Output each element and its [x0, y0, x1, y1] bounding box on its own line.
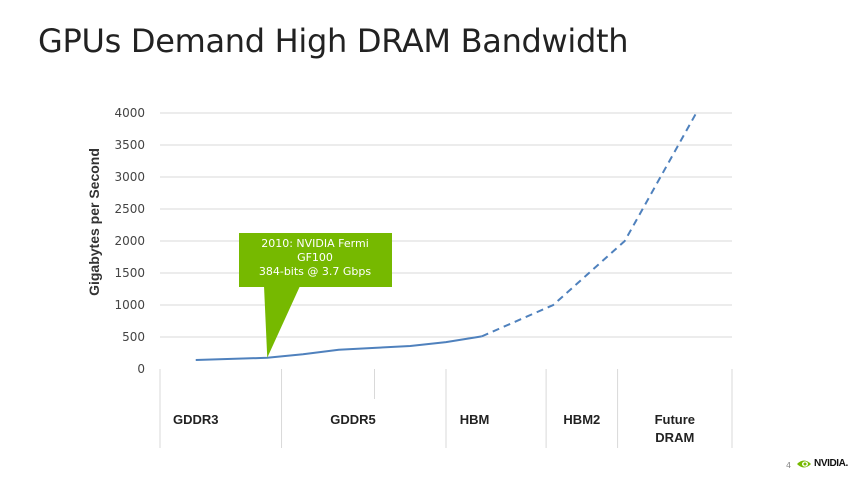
callout-pointer — [264, 286, 300, 358]
x-category-label: DRAM — [655, 430, 694, 445]
y-axis-label: Gigabytes per Second — [86, 148, 102, 296]
logo-text: NVIDIA. — [814, 458, 848, 469]
category-axis — [159, 369, 733, 448]
y-tick-label: 4000 — [114, 106, 145, 120]
callout-text-line: GF100 — [297, 251, 333, 264]
x-category-label: GDDR5 — [330, 412, 376, 427]
historical-bandwidth-line — [195, 335, 482, 362]
slide-title: GPUs Demand High DRAM Bandwidth — [38, 22, 629, 60]
nvidia-logo: NVIDIA. — [796, 458, 848, 469]
projected-bandwidth-line — [481, 112, 698, 338]
callout-text-line: 384-bits @ 3.7 Gbps — [259, 265, 372, 278]
y-tick-labels: 0 500 1000 1500 2000 2500 3000 3500 4000 — [114, 106, 145, 376]
callout-text-line: 2010: NVIDIA Fermi — [261, 237, 369, 250]
y-tick-label: 500 — [122, 330, 145, 344]
callout-box — [239, 233, 392, 287]
slide-number: 4 — [786, 461, 792, 470]
x-category-label: Future — [655, 412, 695, 427]
y-tick-label: 1500 — [114, 266, 145, 280]
series-lines — [195, 112, 698, 362]
y-tick-label: 2000 — [114, 234, 145, 248]
grid-lines — [160, 112, 732, 338]
y-tick-label: 2500 — [114, 202, 145, 216]
x-category-labels: GDDR3 GDDR5 HBM HBM2 Future DRAM — [173, 412, 695, 445]
y-tick-label: 3000 — [114, 170, 145, 184]
nvidia-eye-icon — [797, 460, 811, 467]
x-category-label: HBM2 — [563, 412, 600, 427]
y-tick-label: 0 — [137, 362, 145, 376]
y-tick-label: 3500 — [114, 138, 145, 152]
x-category-label: HBM — [460, 412, 490, 427]
x-category-label: GDDR3 — [173, 412, 219, 427]
y-tick-label: 1000 — [114, 298, 145, 312]
